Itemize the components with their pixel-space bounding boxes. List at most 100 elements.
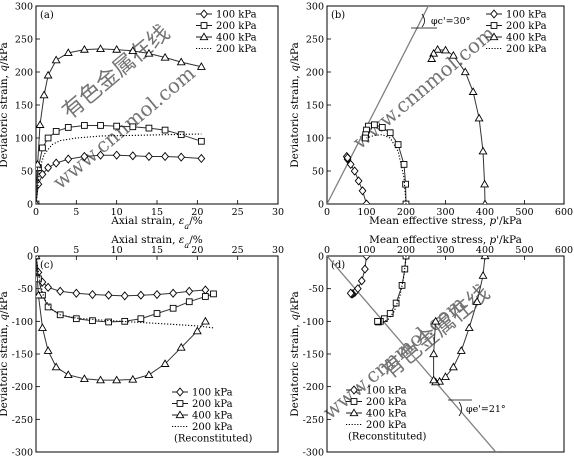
data-point <box>343 153 352 163</box>
data-point <box>386 129 394 137</box>
y-tick-label: 250 <box>15 35 33 46</box>
x-axis-label: Mean effective stress, p'/kPa <box>369 215 522 227</box>
data-point <box>160 52 170 61</box>
y-tick-label: 300 <box>15 2 33 13</box>
legend-item-100kpa: 100 kPa <box>172 387 233 399</box>
series-400kpa <box>429 256 490 386</box>
data-point <box>402 256 410 260</box>
data-point <box>39 90 49 99</box>
legend-label: 100 kPa <box>192 388 233 399</box>
legend-item-200kpa-reconstituted: 200 kPa <box>196 44 257 55</box>
data-point <box>386 310 394 317</box>
legend-label: 200 kPa <box>366 397 407 408</box>
x-tick-label: 200 <box>397 207 415 218</box>
data-point <box>185 298 193 306</box>
data-point <box>346 159 355 169</box>
data-point <box>144 370 154 379</box>
series-100kpa <box>346 256 371 299</box>
legend-label: 400 kPa <box>366 409 407 420</box>
legend-item-400kpa: 400 kPa <box>346 408 407 420</box>
x-tick-label: 15 <box>151 245 163 256</box>
y-tick-label: 0 <box>318 200 324 211</box>
x-tick-label: 300 <box>436 245 454 256</box>
data-point <box>63 48 73 57</box>
legend-item-200kpa-reconstituted: 200 kPa <box>172 422 233 433</box>
data-point <box>441 45 450 54</box>
data-point <box>80 151 89 162</box>
legend-label: 200 kPa <box>192 399 233 410</box>
x-tick-label: 25 <box>232 207 244 218</box>
data-point <box>362 256 371 261</box>
legend-item-400kpa: 400 kPa <box>172 410 233 422</box>
data-point <box>72 288 81 298</box>
y-tick-label: 0 <box>27 252 33 263</box>
data-point <box>464 323 474 332</box>
data-point <box>36 275 42 283</box>
data-point <box>429 375 439 384</box>
data-point <box>472 297 482 305</box>
data-point <box>36 290 43 299</box>
legend-marker <box>176 400 184 407</box>
legend-marker <box>199 32 209 41</box>
data-point <box>480 256 490 260</box>
data-point <box>145 124 153 132</box>
data-point <box>177 152 186 162</box>
y-tick-label: -300 <box>12 448 33 459</box>
x-tick-label: 600 <box>555 245 573 256</box>
data-point <box>51 55 61 64</box>
legend-item-100kpa: 100 kPa <box>196 9 257 21</box>
x-axis-label: Axial strain, εa/% <box>110 234 202 250</box>
data-point <box>128 151 137 161</box>
series-200kpa <box>361 121 410 204</box>
data-point <box>120 291 129 301</box>
panel-label: (d) <box>331 260 345 271</box>
data-point <box>161 151 169 162</box>
data-point <box>394 141 402 148</box>
y-axis-label: Deviatoric strain, q/kPa <box>289 42 301 168</box>
legend-label: 400 kPa <box>192 411 233 422</box>
data-point <box>51 362 61 371</box>
data-point <box>44 134 52 142</box>
legend-marker <box>350 385 358 395</box>
data-point <box>200 316 210 325</box>
data-point <box>160 359 170 367</box>
panel-a: 0 5 10 15 20 25 30050100150200250300Deviatoric… <box>0 2 284 231</box>
data-point <box>44 163 52 173</box>
data-point <box>176 342 186 351</box>
data-point <box>169 304 177 312</box>
data-point <box>192 326 202 335</box>
y-tick-label: 0 <box>27 200 33 211</box>
data-point <box>81 122 88 129</box>
data-point <box>448 50 458 59</box>
data-point <box>429 349 439 358</box>
data-point <box>105 318 112 326</box>
y-tick-label: -250 <box>12 415 33 426</box>
x-tick-label: 400 <box>476 245 494 256</box>
x-tick-label: 0 <box>324 245 330 256</box>
y-tick-label: -250 <box>303 415 324 426</box>
x-tick-label: 15 <box>151 207 163 218</box>
y-axis-label: Deviatoric strain, q/kPa <box>289 291 301 417</box>
legend-marker <box>175 410 185 419</box>
legend-item-400kpa: 400 kPa <box>196 32 257 44</box>
data-point <box>56 286 65 296</box>
legend-item-200kpa-reconstituted: 200 kPa <box>346 420 407 431</box>
x-tick-label: 0 <box>33 207 39 218</box>
data-point <box>96 375 106 384</box>
data-point <box>362 199 371 204</box>
series-200kpa <box>36 256 217 326</box>
x-tick-label: 100 <box>357 245 375 256</box>
legend-label: 200 kPa <box>216 21 257 32</box>
data-point <box>43 70 53 79</box>
panel-d-frame <box>326 255 565 453</box>
data-point <box>169 288 178 298</box>
series-400kpa <box>36 256 210 384</box>
x-tick-label: 300 <box>436 207 454 218</box>
data-point <box>112 44 122 53</box>
data-point <box>137 315 145 323</box>
x-tick-label: 5 <box>73 207 79 218</box>
